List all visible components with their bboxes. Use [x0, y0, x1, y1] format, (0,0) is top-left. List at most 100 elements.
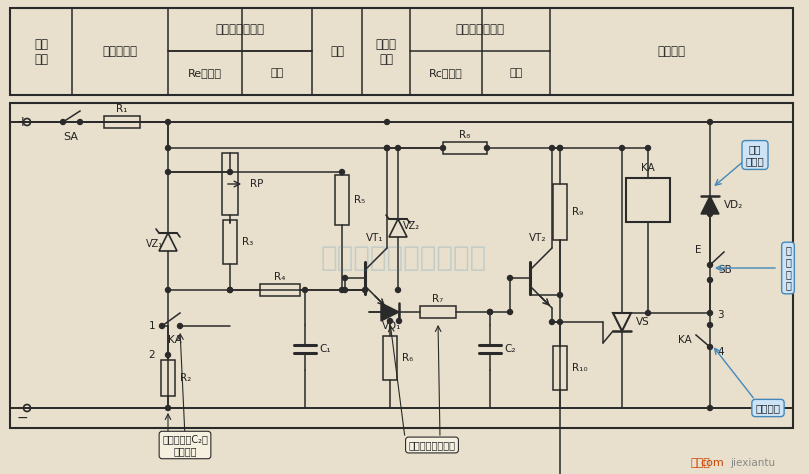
Text: KA: KA: [678, 335, 692, 345]
Text: R₉: R₉: [572, 207, 583, 217]
Text: +: +: [17, 115, 28, 129]
Bar: [10, 8, 793, 95]
Text: VS: VS: [636, 317, 650, 327]
Text: 3: 3: [717, 310, 723, 320]
Circle shape: [227, 288, 232, 292]
Circle shape: [342, 275, 348, 281]
Text: R₆: R₆: [402, 353, 413, 363]
Circle shape: [646, 146, 650, 151]
Circle shape: [557, 292, 562, 298]
Circle shape: [708, 405, 713, 410]
Text: 第一级延时电路: 第一级延时电路: [215, 23, 265, 36]
Text: 第二级
稳压: 第二级 稳压: [375, 37, 396, 65]
Bar: [553, 184, 567, 240]
Circle shape: [384, 146, 389, 151]
Circle shape: [166, 405, 171, 410]
Text: VZ₂: VZ₂: [403, 221, 420, 231]
Text: Re充放电: Re充放电: [188, 68, 222, 78]
Text: R₃: R₃: [242, 237, 253, 247]
Text: RP: RP: [250, 179, 264, 189]
Text: SA: SA: [63, 132, 78, 142]
Circle shape: [708, 310, 713, 316]
Text: 2: 2: [148, 350, 155, 360]
Circle shape: [488, 310, 493, 315]
Bar: [104, 116, 140, 128]
Circle shape: [549, 146, 554, 151]
Circle shape: [396, 146, 400, 151]
Circle shape: [708, 345, 713, 349]
Text: 第二级延时电路: 第二级延时电路: [455, 23, 505, 36]
Circle shape: [557, 146, 562, 151]
Bar: [420, 306, 456, 318]
Circle shape: [485, 146, 489, 151]
Text: 隔离二极管、电阻: 隔离二极管、电阻: [409, 440, 455, 450]
Text: C₂: C₂: [504, 344, 515, 354]
Circle shape: [384, 146, 389, 151]
Text: VT₁: VT₁: [366, 233, 383, 243]
Circle shape: [507, 310, 512, 315]
Text: SB: SB: [718, 265, 732, 275]
Circle shape: [78, 119, 83, 125]
Text: 1: 1: [148, 321, 155, 331]
Circle shape: [708, 263, 713, 267]
Polygon shape: [381, 303, 399, 321]
Circle shape: [708, 277, 713, 283]
Text: R₄: R₄: [274, 272, 286, 282]
Text: 4: 4: [717, 347, 723, 357]
Circle shape: [166, 146, 171, 151]
Circle shape: [340, 170, 345, 174]
Text: 自锁触点: 自锁触点: [756, 403, 781, 413]
Text: Rc充放电: Rc充放电: [429, 68, 463, 78]
Circle shape: [166, 119, 171, 125]
Circle shape: [708, 322, 713, 328]
Circle shape: [557, 146, 562, 151]
Text: 出口电路: 出口电路: [658, 45, 685, 58]
Text: VD₁: VD₁: [383, 321, 402, 331]
Circle shape: [396, 288, 400, 292]
Text: 隔离: 隔离: [330, 45, 344, 58]
Circle shape: [396, 319, 401, 323]
Circle shape: [488, 310, 493, 315]
Circle shape: [388, 319, 392, 323]
Text: R₅: R₅: [354, 195, 365, 205]
Circle shape: [557, 319, 562, 325]
Text: 延
时
控
制: 延 时 控 制: [785, 246, 791, 291]
Text: VT₂: VT₂: [529, 233, 547, 243]
Text: VD₂: VD₂: [724, 200, 743, 210]
Text: KA: KA: [641, 163, 654, 173]
Circle shape: [708, 211, 713, 217]
Bar: [443, 142, 487, 154]
Circle shape: [177, 323, 183, 328]
Bar: [223, 220, 237, 264]
Text: 第一级稳压: 第一级稳压: [103, 45, 138, 58]
Bar: [383, 336, 397, 380]
Circle shape: [507, 275, 512, 281]
Circle shape: [384, 119, 389, 125]
Bar: [553, 346, 567, 390]
Circle shape: [549, 319, 554, 325]
Circle shape: [303, 288, 307, 292]
Circle shape: [342, 288, 348, 292]
Text: R₁₀: R₁₀: [572, 363, 587, 373]
Circle shape: [340, 288, 345, 292]
Circle shape: [646, 310, 650, 316]
Circle shape: [166, 353, 171, 357]
Text: C₁: C₁: [319, 344, 331, 354]
Text: −: −: [17, 411, 28, 425]
Text: R₈: R₈: [460, 130, 471, 140]
Circle shape: [61, 119, 66, 125]
Bar: [161, 360, 175, 396]
Text: 保护
二极管: 保护 二极管: [746, 144, 765, 166]
Text: R₂: R₂: [180, 373, 191, 383]
Circle shape: [620, 146, 625, 151]
Text: 短接或断开C₂的
动合触点: 短接或断开C₂的 动合触点: [162, 434, 208, 456]
Text: com: com: [700, 458, 724, 468]
Circle shape: [227, 288, 232, 292]
Circle shape: [227, 170, 232, 174]
Bar: [260, 284, 300, 296]
Bar: [626, 178, 670, 222]
Circle shape: [166, 170, 171, 174]
Text: E: E: [696, 245, 702, 255]
Text: 鉴幅: 鉴幅: [510, 68, 523, 78]
Text: jiexiantu: jiexiantu: [731, 458, 776, 468]
